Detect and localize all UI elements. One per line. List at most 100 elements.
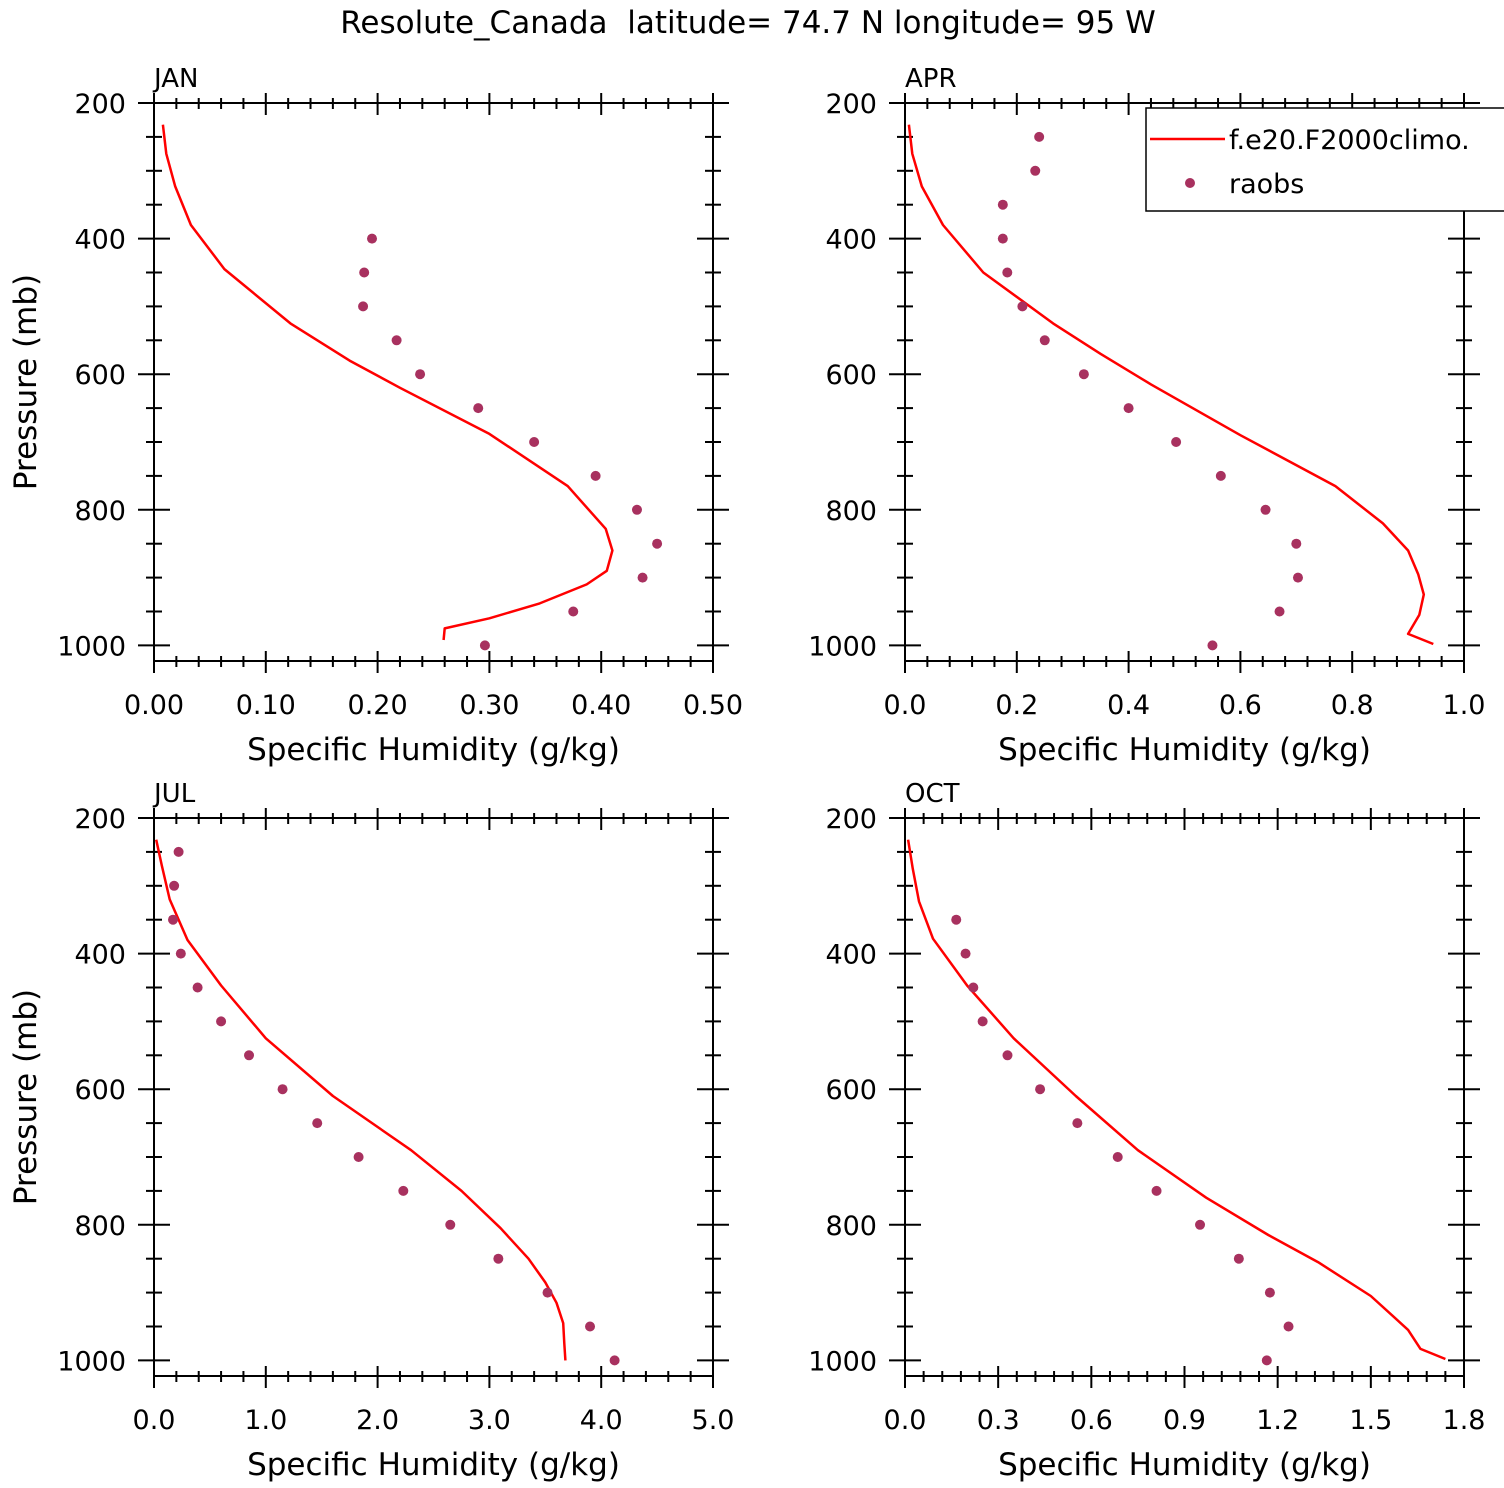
y-tick-label: 800 — [74, 496, 126, 527]
model-profile-line — [906, 839, 1446, 1361]
raobs-point — [1072, 1118, 1083, 1129]
raobs-point — [997, 199, 1008, 210]
panel-title: OCT — [905, 779, 960, 809]
raobs-point — [358, 301, 369, 312]
x-tick-label: 0.8 — [1331, 690, 1374, 721]
plot-frame — [153, 102, 714, 662]
y-tick-label: 1000 — [808, 631, 877, 662]
y-tick-label: 600 — [74, 1075, 126, 1106]
x-tick-label: 0.50 — [683, 690, 743, 721]
raobs-point — [1260, 504, 1271, 515]
raobs-point — [977, 1016, 988, 1027]
raobs-point — [631, 504, 642, 515]
raobs-point — [568, 606, 579, 617]
raobs-point — [1002, 1050, 1013, 1061]
raobs-point — [585, 1321, 596, 1332]
x-tick-label: 4.0 — [580, 1405, 623, 1436]
x-tick-label: 2.0 — [356, 1405, 399, 1436]
raobs-point — [1034, 131, 1045, 142]
raobs-point — [173, 846, 184, 857]
plot-frame — [904, 817, 1465, 1377]
raobs-point — [951, 914, 962, 925]
raobs-point — [244, 1050, 255, 1061]
raobs-point — [493, 1253, 504, 1264]
raobs-point — [1261, 1355, 1272, 1366]
panel-title: JAN — [152, 64, 198, 94]
x-tick-label: 1.8 — [1443, 1405, 1486, 1436]
raobs-point — [1283, 1321, 1294, 1332]
x-tick-label: 0.6 — [1070, 1405, 1113, 1436]
panel-title: APR — [905, 64, 957, 94]
plot-frame — [153, 817, 714, 1377]
raobs-point — [473, 403, 484, 414]
raobs-point — [1207, 640, 1218, 651]
raobs-point — [652, 538, 663, 549]
raobs-point — [1264, 1287, 1275, 1298]
raobs-point — [1233, 1253, 1244, 1264]
raobs-point — [1151, 1185, 1162, 1196]
y-tick-label: 400 — [74, 225, 126, 256]
raobs-point — [391, 335, 402, 346]
panel-title: JUL — [152, 779, 196, 809]
raobs-point — [968, 982, 979, 993]
raobs-point — [1171, 437, 1182, 447]
legend-box — [1145, 107, 1504, 212]
raobs-point — [216, 1016, 227, 1027]
raobs-point — [1274, 606, 1285, 617]
y-tick-label: 1000 — [57, 1346, 126, 1377]
x-axis-label: Specific Humidity (g/kg) — [998, 1447, 1371, 1483]
y-tick-label: 400 — [825, 940, 877, 971]
raobs-point — [609, 1355, 620, 1366]
raobs-point — [1017, 301, 1028, 312]
y-axis-label: Pressure (mb) — [8, 989, 44, 1205]
raobs-point — [415, 369, 426, 380]
raobs-point — [529, 437, 540, 447]
y-tick-label: 800 — [825, 496, 877, 527]
x-axis-label: Specific Humidity (g/kg) — [247, 1447, 620, 1483]
x-axis-label: Specific Humidity (g/kg) — [247, 732, 620, 768]
x-tick-label: 1.5 — [1349, 1405, 1392, 1436]
raobs-point — [1215, 470, 1226, 481]
raobs-point — [1030, 165, 1041, 176]
legend-marker-swatch — [1185, 178, 1195, 188]
x-tick-label: 0.0 — [133, 1405, 176, 1436]
y-tick-label: 400 — [74, 940, 126, 971]
raobs-point — [479, 640, 490, 651]
raobs-point — [590, 470, 601, 481]
x-tick-label: 0.6 — [1219, 690, 1262, 721]
raobs-point — [1292, 572, 1303, 583]
raobs-point — [353, 1152, 364, 1162]
panel-jan: JAN 200 400 600 800 1000 0.00 0.10 0.20 0.30 0.40 0… — [8, 64, 743, 768]
y-tick-label: 400 — [825, 225, 877, 256]
raobs-point — [1039, 335, 1050, 346]
y-tick-label: 600 — [825, 360, 877, 391]
x-tick-label: 0.40 — [571, 690, 631, 721]
raobs-point — [359, 267, 370, 278]
x-tick-label: 0.0 — [884, 1405, 927, 1436]
x-tick-label: 1.2 — [1256, 1405, 1299, 1436]
plot-frame — [904, 102, 1465, 662]
figure-title: Resolute_Canada latitude= 74.7 N longitu… — [340, 5, 1156, 41]
legend-label-obs: raobs — [1229, 169, 1304, 200]
x-tick-label: 0.9 — [1163, 1405, 1206, 1436]
x-tick-label: 0.2 — [995, 690, 1038, 721]
raobs-point — [192, 982, 203, 993]
y-tick-label: 800 — [825, 1211, 877, 1242]
y-tick-label: 600 — [825, 1075, 877, 1106]
raobs-point — [312, 1118, 323, 1129]
x-tick-label: 0.10 — [236, 690, 296, 721]
model-profile-line — [161, 124, 614, 641]
y-tick-label: 600 — [74, 360, 126, 391]
x-tick-label: 0.30 — [459, 690, 519, 721]
x-axis-label: Specific Humidity (g/kg) — [998, 732, 1371, 768]
raobs-point — [445, 1219, 456, 1230]
raobs-point — [367, 233, 378, 244]
raobs-point — [637, 572, 648, 583]
y-tick-label: 800 — [74, 1211, 126, 1242]
legend-label-model: f.e20.F2000climo. — [1229, 125, 1470, 156]
y-axis-label: Pressure (mb) — [8, 274, 44, 490]
x-tick-label: 0.4 — [1107, 690, 1150, 721]
raobs-point — [175, 948, 186, 959]
